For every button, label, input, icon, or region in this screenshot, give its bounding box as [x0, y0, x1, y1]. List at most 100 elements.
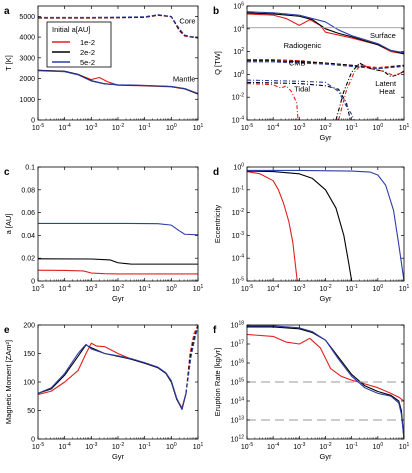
- series-group-e: [38, 325, 198, 410]
- x-tick-label-b--2: 10-2: [319, 123, 331, 132]
- panel-a: 10-5 10-4 10-3 10-2 10-1 100 101 0 1000 2000 3000 4…: [4, 5, 204, 132]
- panel-f: 10-5 10-4 10-3 10-2 10-1 100 101 Gyr 1012 1013 101…: [213, 321, 410, 462]
- y-tick-label-c: 0.06: [21, 210, 35, 217]
- series-group-c: [38, 222, 198, 275]
- x-tick-label-f--4: 10-4: [267, 442, 279, 451]
- y-tick-label-b: 10-4: [232, 116, 244, 125]
- series-line-f-1: [247, 326, 404, 439]
- panel-letter-e: e: [4, 325, 10, 336]
- series-line-b-8: [247, 81, 351, 120]
- x-tick-label-f--5: 10-5: [241, 442, 253, 451]
- y-tick-label-d: 100: [233, 163, 244, 172]
- x-tick-label-d--5: 10-5: [241, 284, 253, 293]
- y-axis-label-a: T [K]: [4, 55, 13, 71]
- y-tick-label-d: 10-3: [232, 231, 244, 240]
- x-tick-label-b--4: 10-4: [267, 123, 279, 132]
- series-line-a-2: [38, 14, 198, 39]
- panel-letter-a: a: [4, 6, 10, 17]
- x-tick-label-e--1: 10-1: [139, 442, 151, 451]
- x-tick-label-d-0: 100: [373, 284, 384, 293]
- x-axis-label-e: Gyr: [112, 452, 125, 461]
- annotation-b-3: Tidal: [294, 85, 310, 94]
- y-tick-label-e: 50: [27, 408, 35, 415]
- series-line-e-2: [38, 343, 187, 410]
- x-tick-label-a--5: 10-5: [32, 123, 44, 132]
- annotation-b-4: Latent: [375, 79, 397, 88]
- x-tick-label-a--1: 10-1: [139, 123, 151, 132]
- legend: Initial a[AU] 1e-2 2e-2 5e-2: [46, 21, 112, 68]
- y-tick-label-f: 1018: [231, 321, 245, 330]
- x-tick-label-a--4: 10-4: [59, 123, 71, 132]
- series-line-b-2: [247, 11, 404, 54]
- series-group-b: [247, 11, 404, 120]
- y-tick-label-b: 100: [233, 70, 244, 79]
- x-tick-label-f-0: 100: [373, 442, 384, 451]
- y-tick-label-c: 0.1: [25, 165, 35, 172]
- x-tick-label-b-0: 100: [373, 123, 384, 132]
- panel-letter-c: c: [4, 167, 10, 178]
- y-tick-label-e: 0: [31, 437, 35, 444]
- legend-entry-2: 2e-2: [80, 48, 95, 57]
- annotation-b-5: Heat: [379, 87, 396, 96]
- x-tick-label-b--1: 10-1: [346, 123, 358, 132]
- x-tick-label-b--3: 10-3: [293, 123, 305, 132]
- y-tick-label-d: 10-4: [232, 254, 244, 263]
- annotation-a-0: Core: [179, 17, 195, 26]
- x-tick-label-c-0: 100: [166, 284, 177, 293]
- y-tick-label-c: 0: [31, 279, 35, 286]
- x-tick-label-e--4: 10-4: [59, 442, 71, 451]
- series-line-f-0: [247, 333, 404, 402]
- series-line-b-9: [247, 79, 355, 120]
- legend-entry-3: 5e-2: [80, 58, 95, 67]
- x-tick-label-c-1: 101: [193, 284, 204, 293]
- annotation-a-1: Mantle: [173, 75, 196, 84]
- y-tick-label-e: 200: [23, 323, 35, 330]
- series-line-c-2: [38, 222, 198, 236]
- x-tick-label-e--3: 10-3: [85, 442, 97, 451]
- y-tick-label-d: 10-1: [232, 185, 244, 194]
- y-tick-label-a: 5000: [19, 14, 35, 21]
- series-line-b-7: [247, 82, 299, 120]
- panel-d: 10-5 10-4 10-3 10-2 10-1 100 101 Gyr 10-5 10-4 10-…: [213, 163, 410, 304]
- x-tick-label-c--4: 10-4: [59, 284, 71, 293]
- series-line-c-1: [38, 258, 198, 265]
- x-tick-label-c--3: 10-3: [85, 284, 97, 293]
- x-tick-label-e--2: 10-2: [112, 442, 124, 451]
- y-tick-label-b: 104: [233, 24, 244, 33]
- x-tick-label-a--3: 10-3: [85, 123, 97, 132]
- x-tick-label-a--2: 10-2: [112, 123, 124, 132]
- x-tick-label-f--3: 10-3: [293, 442, 305, 451]
- y-tick-label-f: 1012: [231, 435, 245, 444]
- y-tick-label-a: 2000: [19, 76, 35, 83]
- y-tick-label-f: 1014: [231, 397, 245, 406]
- annotation-b-0: Surface: [370, 31, 396, 40]
- y-tick-label-c: 0.04: [21, 233, 35, 240]
- x-tick-label-d--1: 10-1: [346, 284, 358, 293]
- y-axis-label-b: Q [TW]: [213, 51, 222, 75]
- x-tick-label-d--2: 10-2: [319, 284, 331, 293]
- panel-letter-f: f: [213, 325, 217, 336]
- y-tick-label-b: 10-2: [232, 93, 244, 102]
- series-line-c-0: [38, 269, 198, 275]
- y-tick-label-b: 102: [233, 47, 244, 56]
- y-axis-label-c: a [AU]: [4, 214, 13, 235]
- x-tick-label-a-1: 101: [193, 123, 204, 132]
- y-tick-label-d: 10-2: [232, 208, 244, 217]
- y-tick-label-a: 0: [31, 118, 35, 125]
- y-axis-label-f: Eruption Rate [kg/yr]: [213, 348, 222, 416]
- x-tick-label-f-1: 101: [399, 442, 410, 451]
- series-line-d-2: [247, 169, 404, 281]
- series-line-b-11: [338, 63, 404, 120]
- series-group-a: [38, 14, 198, 95]
- y-tick-label-c: 0.08: [21, 187, 35, 194]
- series-line-d-0: [247, 171, 298, 281]
- x-tick-label-c--5: 10-5: [32, 284, 44, 293]
- series-line-b-5: [247, 60, 404, 70]
- series-line-e-5: [185, 327, 198, 394]
- series-line-d-1: [247, 170, 353, 281]
- x-tick-label-f--1: 10-1: [346, 442, 358, 451]
- y-tick-label-a: 1000: [19, 97, 35, 104]
- x-tick-label-d--3: 10-3: [293, 284, 305, 293]
